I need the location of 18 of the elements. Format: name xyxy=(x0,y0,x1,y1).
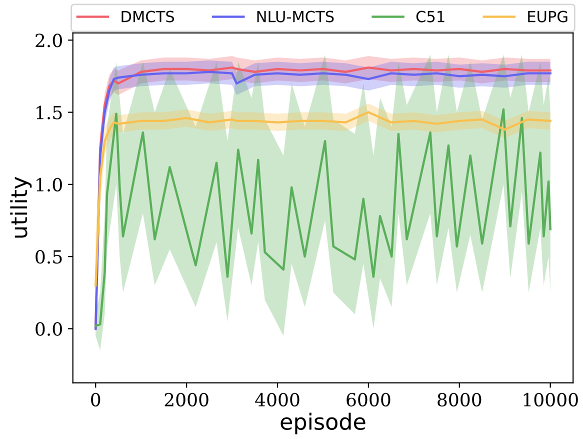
x-tick-label: 0 xyxy=(91,392,100,407)
y-tick-label: 2.0 xyxy=(36,34,62,48)
x-axis-title: episode xyxy=(280,412,366,434)
y-tick-label: 0.5 xyxy=(36,250,62,264)
legend-label: DMCTS xyxy=(122,10,174,22)
legend-label: NLU-MCTS xyxy=(257,10,334,22)
x-tick-label: 4000 xyxy=(255,392,300,407)
line-series xyxy=(94,111,552,287)
y-axis-title: utility xyxy=(10,176,32,238)
x-tick-label: 10000 xyxy=(524,392,578,407)
y-tick-label: 1.5 xyxy=(36,106,62,120)
x-tick-label: 8000 xyxy=(438,392,482,407)
y-tick-label: 0.0 xyxy=(36,322,62,336)
x-tick-label: 6000 xyxy=(346,392,390,407)
y-tick-label: 1.0 xyxy=(36,178,62,192)
x-tick-label: 2000 xyxy=(164,392,208,407)
legend-label: C51 xyxy=(416,10,444,22)
legend-label: EUPG xyxy=(528,10,568,22)
